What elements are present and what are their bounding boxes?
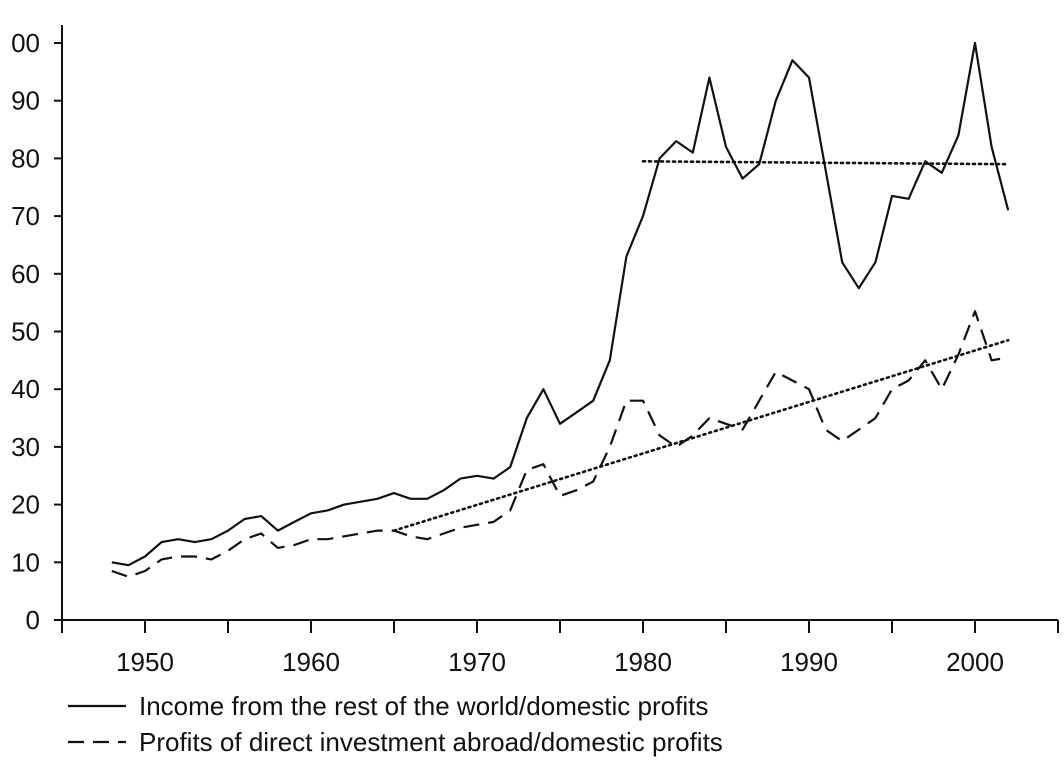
trend-line-direct-investment [392, 338, 1010, 532]
series-direct-investment-line [111, 310, 1009, 578]
y-tick-label: 80 [11, 143, 40, 173]
y-tick-label: 0 [26, 605, 40, 635]
legend-label-income: Income from the rest of the world/domest… [139, 691, 708, 721]
mean-line-income [641, 160, 1010, 166]
chart-series [111, 41, 1010, 578]
y-tick-label: 70 [11, 201, 40, 231]
x-tick-label: 1990 [780, 647, 838, 677]
y-tick-label: 90 [11, 86, 40, 116]
y-tick-label: 00 [11, 28, 40, 58]
legend-label-direct-investment: Profits of direct investment abroad/dome… [139, 727, 723, 757]
y-axis-ticks: 0 10 20 30 40 50 60 70 80 90 00 [11, 28, 62, 635]
y-tick-label: 20 [11, 490, 40, 520]
x-axis-ticks: 1950 1960 1970 1980 1990 2000 [61, 620, 1059, 677]
y-tick-label: 30 [11, 432, 40, 462]
x-tick-label: 1950 [116, 647, 174, 677]
chart-legend: Income from the rest of the world/domest… [68, 691, 723, 757]
x-tick-label: 2000 [946, 647, 1004, 677]
y-tick-label: 40 [11, 374, 40, 404]
chart-axes [61, 25, 1058, 621]
series-income-line [111, 41, 1010, 567]
y-tick-label: 50 [11, 317, 40, 347]
x-tick-label: 1960 [282, 647, 340, 677]
x-tick-label: 1970 [448, 647, 506, 677]
x-tick-label: 1980 [614, 647, 672, 677]
y-tick-label: 10 [11, 547, 40, 577]
y-tick-label: 60 [11, 259, 40, 289]
